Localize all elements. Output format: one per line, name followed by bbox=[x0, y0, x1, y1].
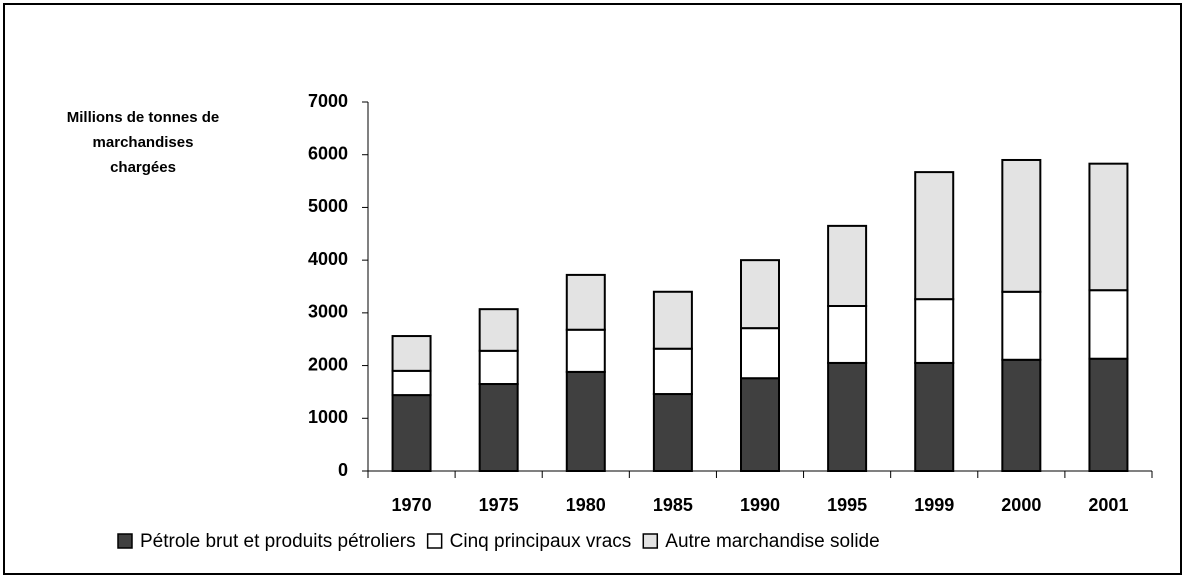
legend-swatch bbox=[426, 533, 443, 549]
legend-label: Pétrole brut et produits pétroliers bbox=[140, 531, 416, 552]
y-tick-label: 6000 bbox=[308, 143, 348, 163]
bar-segment bbox=[740, 259, 780, 330]
bar-segment bbox=[740, 377, 780, 473]
bar-segment bbox=[1088, 162, 1129, 292]
x-tick-label: 1995 bbox=[827, 495, 867, 515]
y-axis-label: marchandises bbox=[93, 134, 194, 151]
bar-segment bbox=[391, 335, 432, 372]
bar-segment bbox=[827, 305, 868, 364]
bar-segment bbox=[914, 298, 955, 364]
legend-label: Cinq principaux vracs bbox=[450, 531, 632, 552]
bar-segment bbox=[1088, 289, 1129, 360]
bar-segment bbox=[1088, 357, 1129, 472]
bar-segment bbox=[1001, 358, 1042, 472]
legend-swatch bbox=[117, 533, 133, 549]
x-tick-label: 1999 bbox=[914, 495, 954, 515]
y-tick-label: 2000 bbox=[308, 354, 348, 374]
x-tick-label: 2001 bbox=[1088, 495, 1128, 515]
bar-segment bbox=[478, 383, 519, 472]
y-axis-label: Millions de tonnes de bbox=[67, 109, 220, 126]
bar-segment bbox=[565, 370, 606, 473]
y-axis-label: chargées bbox=[110, 159, 176, 176]
y-tick-label: 4000 bbox=[308, 249, 348, 269]
bar-segment bbox=[827, 224, 868, 308]
legend-swatch bbox=[642, 533, 659, 549]
x-tick-label: 1970 bbox=[392, 495, 432, 515]
x-tick-label: 1980 bbox=[566, 495, 606, 515]
y-tick-label: 5000 bbox=[308, 196, 348, 216]
bar-segment bbox=[1001, 290, 1042, 361]
bar-segment bbox=[652, 347, 693, 396]
bar-segment bbox=[478, 349, 519, 386]
bar-segment bbox=[478, 308, 519, 352]
bar-segment bbox=[391, 394, 432, 472]
y-tick-label: 1000 bbox=[308, 407, 348, 427]
y-tick-label: 0 bbox=[338, 460, 348, 480]
x-tick-label: 2000 bbox=[1001, 495, 1041, 515]
bar-segment bbox=[565, 273, 606, 331]
y-tick-label: 7000 bbox=[308, 91, 348, 111]
bar-segment bbox=[827, 361, 868, 472]
bar-segment bbox=[914, 171, 955, 301]
bar-segment bbox=[652, 393, 693, 472]
bar-segment bbox=[914, 361, 955, 472]
legend-label: Autre marchandise solide bbox=[665, 531, 879, 552]
bar-segment bbox=[391, 369, 432, 397]
x-tick-label: 1975 bbox=[479, 495, 519, 515]
y-tick-label: 3000 bbox=[308, 302, 348, 322]
x-tick-label: 1990 bbox=[740, 495, 780, 515]
bar-segment bbox=[652, 290, 693, 350]
bar-segment bbox=[740, 327, 780, 380]
bar-segment bbox=[565, 328, 606, 373]
x-tick-label: 1985 bbox=[653, 495, 693, 515]
bar-segment bbox=[1001, 158, 1042, 293]
